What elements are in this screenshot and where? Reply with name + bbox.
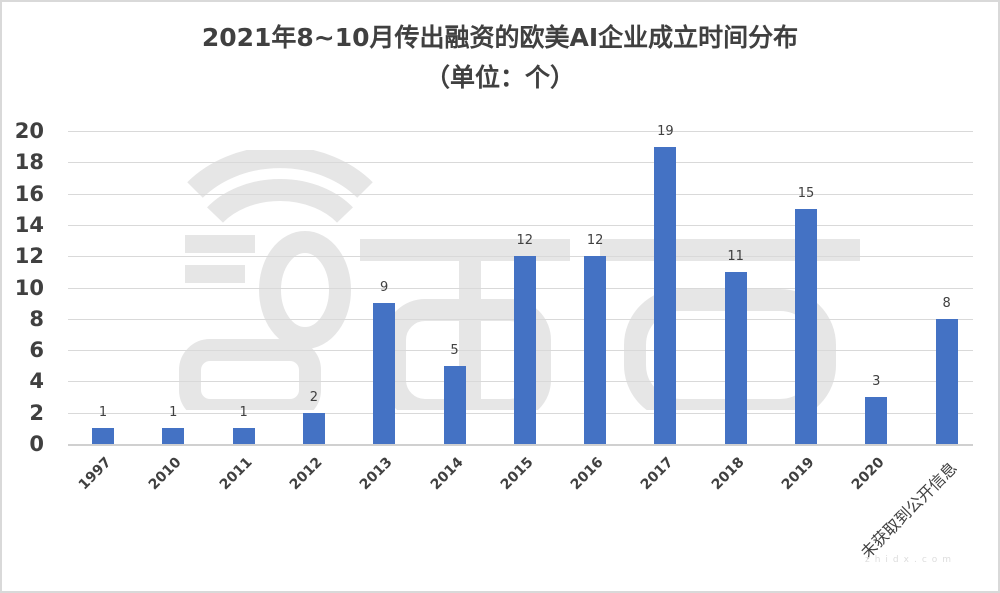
bar-2016 bbox=[584, 256, 607, 444]
data-label: 1 bbox=[169, 405, 178, 421]
bar-2019 bbox=[795, 209, 817, 444]
data-label: 11 bbox=[727, 248, 744, 264]
bar-2011 bbox=[232, 428, 255, 444]
gridline bbox=[68, 162, 973, 163]
data-label: 12 bbox=[516, 233, 534, 249]
chart-title: 2021年8~10月传出融资的欧美AI企业成立时间分布 bbox=[201, 23, 799, 52]
x-tick-label: 1997 bbox=[75, 454, 115, 494]
data-label: 2 bbox=[309, 389, 319, 405]
gridline bbox=[68, 225, 973, 226]
y-tick-label: 8 bbox=[29, 307, 44, 331]
x-tick-label: 2012 bbox=[286, 454, 326, 494]
x-tick-label: 2010 bbox=[146, 454, 185, 494]
x-tick-label: 2017 bbox=[638, 454, 678, 494]
gridline bbox=[68, 194, 973, 195]
data-label: 1 bbox=[98, 405, 108, 421]
y-tick-label: 0 bbox=[29, 432, 44, 456]
y-tick-label: 10 bbox=[14, 276, 44, 300]
bar-2014 bbox=[443, 365, 466, 444]
bar-2010 bbox=[162, 428, 185, 444]
bar-2020 bbox=[865, 397, 888, 444]
y-tick-label: 6 bbox=[29, 338, 44, 362]
bar-2013 bbox=[373, 303, 396, 444]
data-label: 8 bbox=[942, 295, 951, 311]
watermark-url: zhidx.com bbox=[865, 555, 957, 565]
bar-未获取到公开信息 bbox=[935, 318, 958, 444]
y-tick-label: 4 bbox=[29, 369, 44, 393]
data-label: 15 bbox=[797, 186, 815, 202]
x-tick-label: 2014 bbox=[427, 454, 467, 494]
data-label: 3 bbox=[872, 374, 881, 390]
data-label: 9 bbox=[380, 280, 389, 296]
y-tick-label: 16 bbox=[14, 182, 44, 206]
y-tick-label: 20 bbox=[14, 119, 44, 143]
data-label: 12 bbox=[586, 233, 604, 249]
bar-2018 bbox=[724, 271, 747, 444]
x-tick-label: 2020 bbox=[849, 454, 888, 494]
y-tick-label: 18 bbox=[14, 150, 44, 174]
data-label: 5 bbox=[450, 342, 459, 358]
bar-2012 bbox=[302, 412, 325, 444]
bar-2017 bbox=[654, 146, 677, 444]
chart-subtitle-unit: （单位：个） bbox=[424, 63, 575, 92]
x-tick-label: 2013 bbox=[356, 454, 396, 494]
x-tick-label: 2011 bbox=[216, 454, 256, 494]
data-label: 1 bbox=[239, 405, 248, 421]
x-tick-label: 2019 bbox=[778, 454, 818, 494]
y-tick-label: 2 bbox=[29, 401, 44, 425]
y-tick-label: 14 bbox=[14, 213, 44, 237]
x-tick-label: 2016 bbox=[567, 454, 607, 494]
gridline bbox=[68, 131, 973, 132]
x-axis-line bbox=[68, 444, 973, 446]
x-tick-label: 2015 bbox=[497, 454, 537, 494]
y-tick-label: 12 bbox=[14, 244, 44, 268]
x-tick-label: 2018 bbox=[708, 454, 748, 494]
bar-1997 bbox=[92, 428, 114, 444]
bar-2015 bbox=[513, 256, 536, 444]
data-label: 19 bbox=[657, 123, 674, 139]
